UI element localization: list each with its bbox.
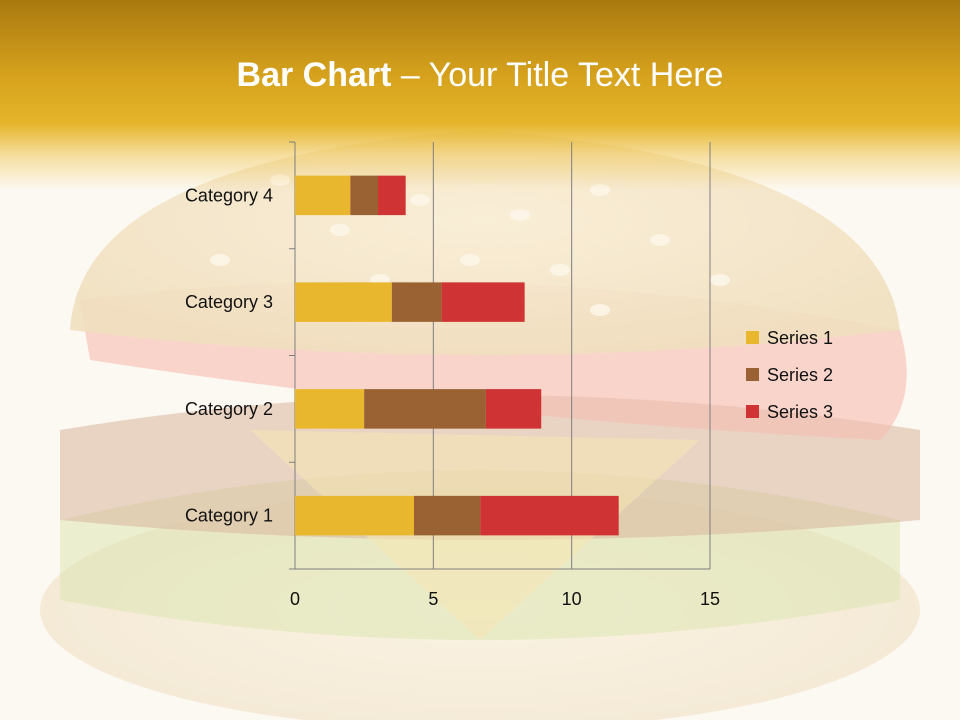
bar-series-1-category-3 <box>295 282 392 322</box>
y-tick-label: Category 3 <box>185 292 273 312</box>
y-tick-label: Category 1 <box>185 506 273 526</box>
bar-series-3-category-1 <box>480 495 619 536</box>
legend-swatch <box>746 405 759 418</box>
y-tick-label: Category 4 <box>185 185 273 205</box>
legend-swatch <box>746 331 759 344</box>
bar-series-3-category-4 <box>378 175 406 216</box>
legend-swatch <box>746 368 759 381</box>
x-tick-label: 15 <box>700 589 720 609</box>
bar-series-2-category-2 <box>364 389 486 429</box>
legend-label: Series 1 <box>767 328 833 348</box>
x-tick-label: 5 <box>428 589 438 609</box>
bar-series-1-category-4 <box>295 175 351 216</box>
title-band <box>0 0 960 190</box>
bar-series-3-category-3 <box>441 282 525 322</box>
bar-series-1-category-1 <box>295 495 414 536</box>
legend-label: Series 3 <box>767 402 833 422</box>
y-tick-label: Category 2 <box>185 399 273 419</box>
title-rest: – Your Title Text Here <box>391 56 724 94</box>
bar-series-2-category-3 <box>391 282 442 322</box>
bar-series-2-category-4 <box>350 175 378 216</box>
title-bold: Bar Chart <box>236 56 392 94</box>
x-tick-label: 0 <box>290 589 300 609</box>
bar-series-2-category-1 <box>413 495 481 536</box>
bar-series-3-category-2 <box>485 389 542 429</box>
slide-title: Bar Chart – Your Title Text Here <box>0 52 960 98</box>
legend-label: Series 2 <box>767 365 833 385</box>
x-tick-label: 10 <box>562 589 582 609</box>
bar-series-1-category-2 <box>295 389 365 429</box>
